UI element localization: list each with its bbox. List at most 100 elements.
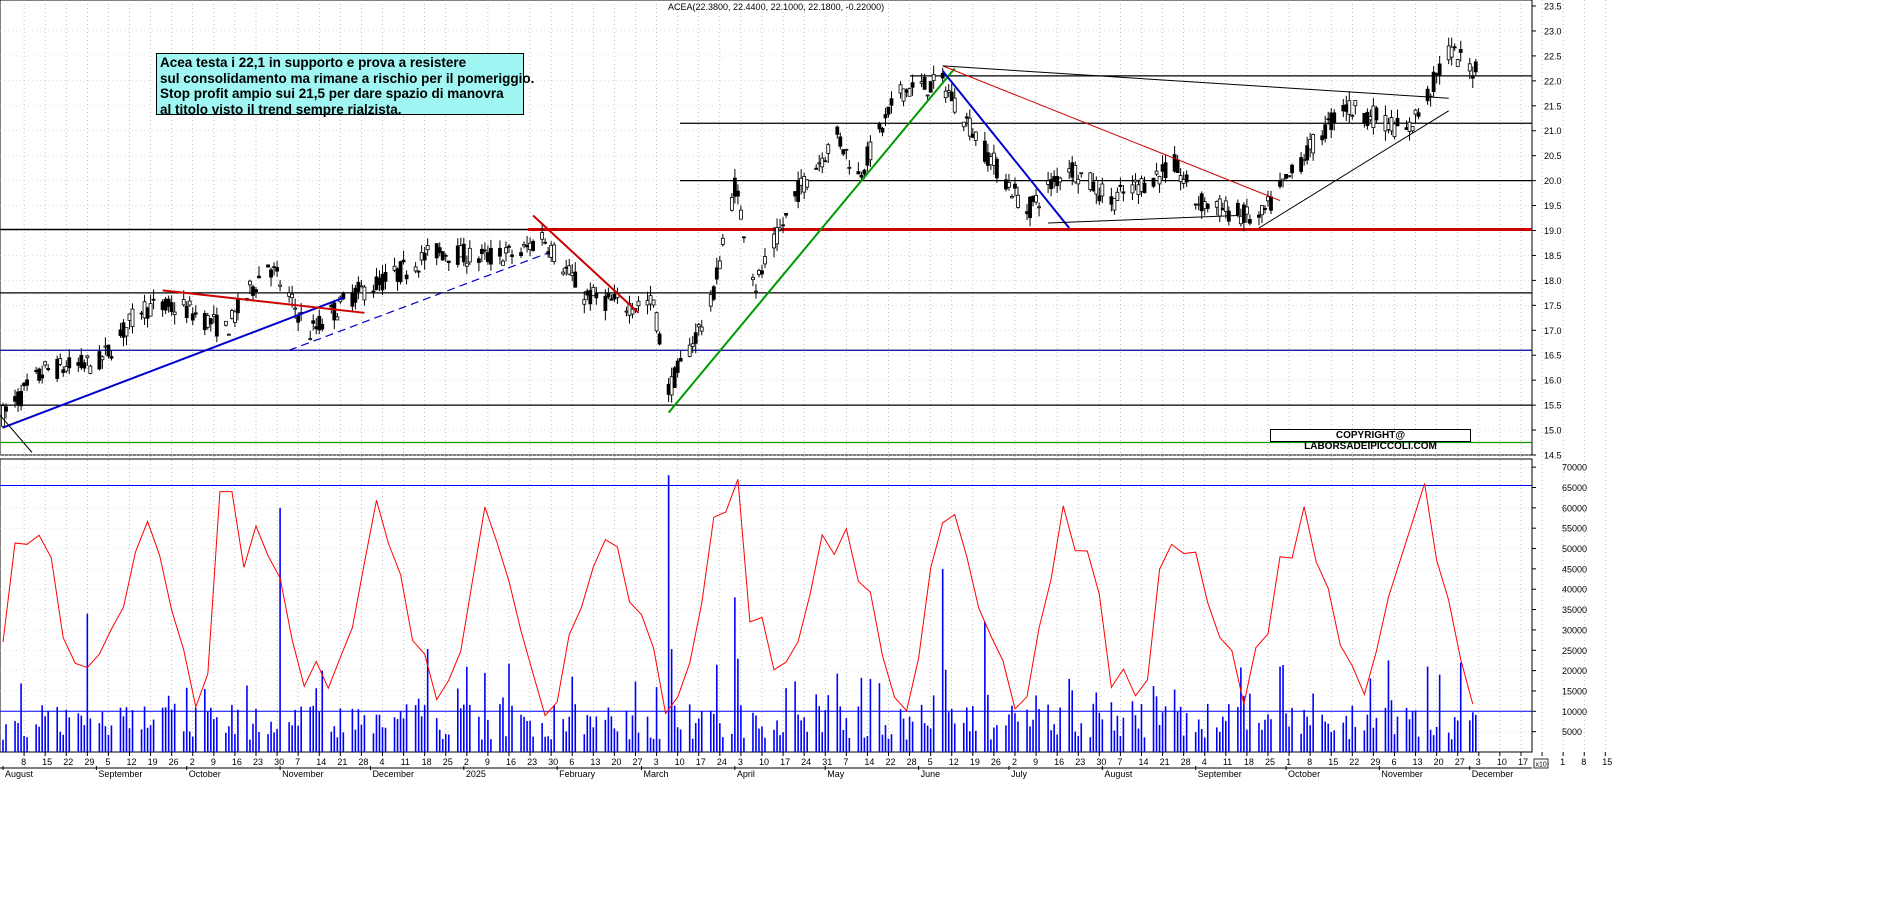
candle-body [708,294,713,307]
candle-body [1097,195,1102,202]
candle-body [61,369,66,373]
candle-body [835,126,840,135]
candle-body [350,292,355,307]
candle-body [278,284,282,287]
candle-body [127,313,132,321]
price-tick-label: 22.5 [1544,51,1562,61]
volume-tick-label: 65000 [1562,483,1587,493]
candle-body [85,355,90,359]
candle-body [760,270,764,275]
x-tick-label: 24 [717,757,727,767]
candle-body [799,177,804,186]
candle-body [359,285,364,288]
candle-body [1431,71,1436,93]
candle-body [543,241,548,244]
candle-body [651,299,656,306]
candle-body [37,368,42,381]
candle-body [1281,178,1285,181]
x-tick-label: 19 [148,757,158,767]
volume-tick-label: 20000 [1562,666,1587,676]
candle-body [25,379,29,386]
candle-body [371,290,376,293]
x-tick-label: 1 [1286,757,1291,767]
candle-body [1235,202,1240,216]
x-tick-label: 12 [126,757,136,767]
candle-body [820,157,825,168]
candle-body [392,265,397,271]
candle-body [714,267,719,280]
candle-body [525,245,529,248]
candle-body [458,245,463,258]
candle-body [802,176,807,193]
candle-body [148,303,153,317]
analysis-line: Acea testa i 22,1 in supporto e prova a … [160,55,467,70]
candle-body [151,298,156,301]
candle-body [985,152,990,166]
candle-body [1100,183,1105,197]
candle-body [1217,198,1222,217]
x-tick-label: 18 [1244,757,1254,767]
candle-body [982,140,987,162]
candle-body [1202,201,1207,210]
candle-body [952,97,957,113]
month-label: November [282,769,324,779]
x-tick-label: 2 [190,757,195,767]
candle-body [1329,112,1334,130]
candle-body [504,247,508,254]
candle-body [594,292,599,299]
candle-body [1437,63,1442,76]
candle-body [946,90,951,93]
candle-body [1094,180,1099,195]
candle-body [561,271,566,275]
candle-body [645,300,650,306]
volume-tick-label: 30000 [1562,625,1587,635]
candle-body [862,169,867,175]
trendline [667,67,956,414]
trendline [532,214,640,314]
candle-body [672,367,677,389]
candle-body [160,301,165,311]
trendline [942,65,1281,202]
candle-body [847,166,852,169]
x-tick-label: 3 [738,757,743,767]
candle-body [754,290,758,293]
candle-body [461,243,466,263]
candle-body [142,301,147,319]
price-tick-label: 17.0 [1544,326,1562,336]
x-tick-label: 21 [337,757,347,767]
x-tick-label: 23 [527,757,537,767]
candle-body [145,307,150,319]
month-label: June [921,769,941,779]
candle-body [1347,100,1352,115]
candle-body [205,315,210,328]
volume-tick-label: 50000 [1562,544,1587,554]
x-tick-label: 11 [401,757,410,767]
candle-body [859,174,864,178]
month-label: August [5,769,34,779]
candle-body [100,356,105,361]
candle-body [901,88,906,102]
candle-body [732,177,737,197]
candle-body [973,131,978,141]
x-tick-label: 16 [1054,757,1064,767]
candle-body [1034,195,1038,203]
x-tick-label: 26 [169,757,179,767]
candle-body [886,106,891,115]
candle-body [1446,45,1451,61]
candle-body [841,149,846,155]
trendline [1048,215,1238,224]
candle-body [552,244,557,262]
x-tick-label: 20 [1434,757,1444,767]
candle-body [118,329,123,336]
candle-body [1016,194,1020,208]
candle-body [169,302,174,312]
candle-body [1214,201,1219,208]
candle-body [522,243,526,247]
candle-body [1350,114,1355,117]
x-tick-label: 21 [1160,757,1170,767]
candle-body [486,252,490,263]
month-label: September [1198,769,1242,779]
candle-body [781,224,785,227]
candle-body [181,299,186,306]
candle-body [1470,75,1475,79]
